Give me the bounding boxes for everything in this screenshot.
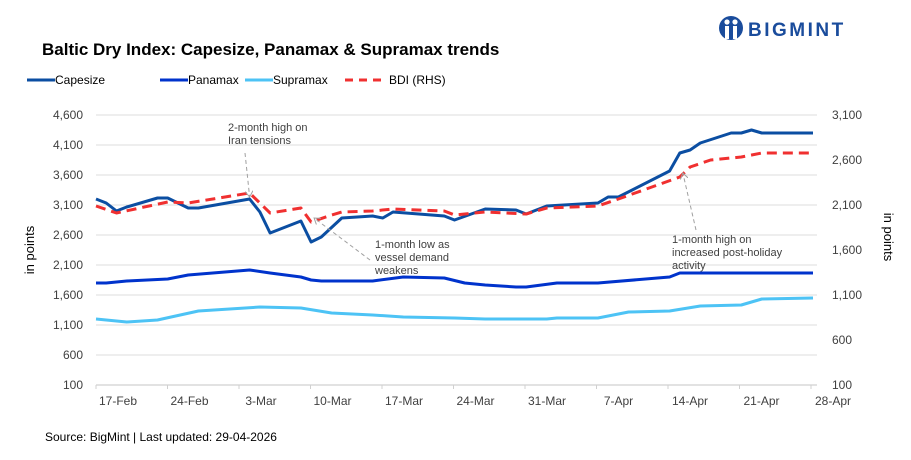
annotation-text: increased post-holiday <box>672 247 783 259</box>
bigmint-logo-icon <box>719 16 743 40</box>
x-tick-label: 3-Mar <box>245 394 276 408</box>
y-tick-right: 2,100 <box>832 198 862 212</box>
x-tick-label: 17-Feb <box>99 394 137 408</box>
annotation-text: 1-month low as <box>375 239 450 251</box>
annotation-text: 1-month high on <box>672 234 752 246</box>
y-axis-left-label: in points <box>22 225 37 274</box>
y-tick-right: 1,100 <box>832 288 862 302</box>
series-lines <box>95 128 814 324</box>
y-tick-left: 2,600 <box>53 228 83 242</box>
source-note: Source: BigMint | Last updated: 29-04-20… <box>45 430 277 444</box>
series-line-supramax <box>95 296 814 324</box>
annotation-arrow <box>244 152 250 197</box>
x-tick-label: 10-Mar <box>313 394 351 408</box>
y-tick-right: 100 <box>832 378 852 392</box>
annotation-text: weakens <box>374 265 419 277</box>
y-tick-left: 2,100 <box>53 258 83 272</box>
y-tick-left: 4,600 <box>53 108 83 122</box>
legend-label: Panamax <box>188 73 239 87</box>
x-tick-label: 28-Apr <box>815 394 851 408</box>
annotation-arrow <box>314 218 371 261</box>
y-tick-right: 2,600 <box>832 153 862 167</box>
x-tick-label: 24-Feb <box>170 394 208 408</box>
legend-label: Supramax <box>273 73 328 87</box>
legend-label: BDI (RHS) <box>389 73 446 87</box>
x-tick-label: 17-Mar <box>385 394 423 408</box>
x-axis: 17-Feb 24-Feb 3-Mar 10-Mar 17-Mar 24-Mar 31-Ma… <box>95 385 851 408</box>
gridlines <box>96 114 817 386</box>
y-tick-right: 1,600 <box>832 243 862 257</box>
y-axis-right-label: in points <box>881 213 896 262</box>
x-tick-label: 14-Apr <box>672 394 708 408</box>
x-tick-label: 24-Mar <box>456 394 494 408</box>
y-tick-right: 600 <box>832 333 852 347</box>
y-tick-left: 1,600 <box>53 288 83 302</box>
series-line-bdi-rhs <box>95 151 813 224</box>
y-axis-left: 4,600 4,100 3,600 3,100 2,600 2,100 1,600 1,100… <box>53 108 83 392</box>
legend: Capesize Panamax Supramax BDI (RHS) <box>27 73 446 87</box>
annotation-text: 2-month high on <box>228 122 308 134</box>
y-tick-left: 1,100 <box>53 318 83 332</box>
chart-title: Baltic Dry Index: Capesize, Panamax & Su… <box>42 40 499 59</box>
annotation-text: Iran tensions <box>228 135 291 147</box>
annotation-arrow <box>683 173 697 231</box>
annotation-text: activity <box>672 260 706 272</box>
y-tick-left: 3,100 <box>53 198 83 212</box>
series-line-capesize <box>95 128 813 244</box>
y-axis-right: 3,100 2,600 2,100 1,600 1,100 600 100 <box>832 108 862 392</box>
y-tick-left: 4,100 <box>53 138 83 152</box>
x-tick-label: 21-Apr <box>743 394 779 408</box>
legend-label: Capesize <box>55 73 105 87</box>
x-tick-label: 31-Mar <box>528 394 566 408</box>
brand-name: BIGMINT <box>748 20 846 41</box>
x-tick-label: 7-Apr <box>604 394 633 408</box>
bigmint-logo: BIGMINT <box>719 16 846 41</box>
y-tick-right: 3,100 <box>832 108 862 122</box>
y-tick-left: 600 <box>63 348 83 362</box>
y-tick-left: 100 <box>63 378 83 392</box>
y-tick-left: 3,600 <box>53 168 83 182</box>
series-line-panamax <box>96 268 813 289</box>
annotation-text: vessel demand <box>375 252 449 264</box>
